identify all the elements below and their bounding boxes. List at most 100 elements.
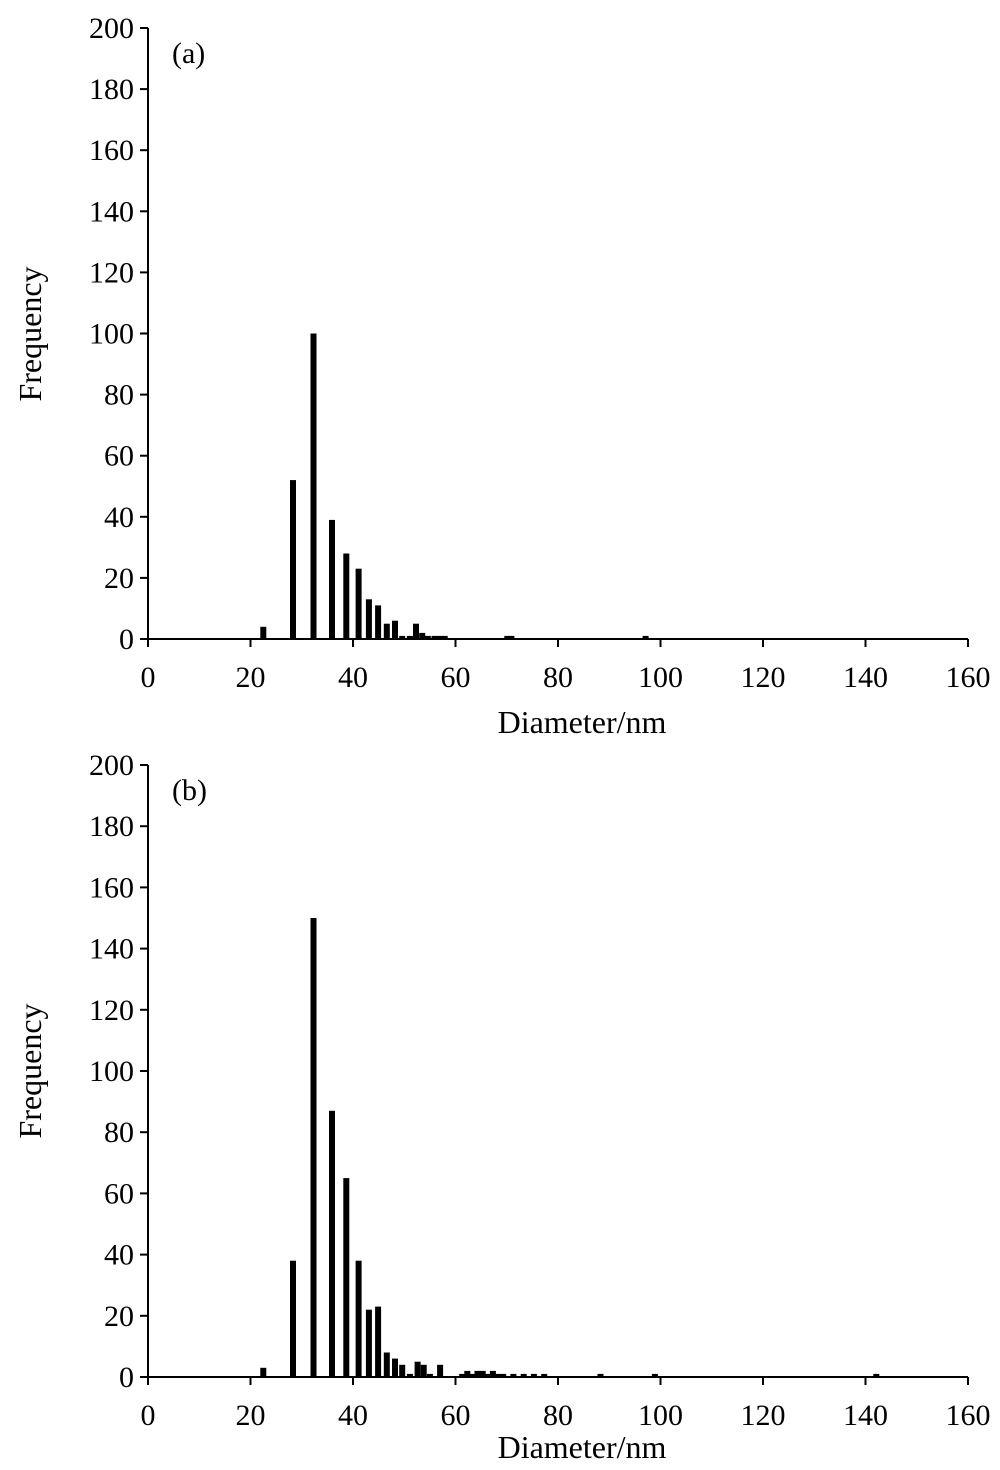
y-tick-label-a: 120 (89, 256, 134, 289)
bar-a (383, 623, 390, 639)
bar-b (489, 1370, 496, 1377)
bar-b (474, 1370, 481, 1377)
bar-b (541, 1373, 548, 1377)
x-tick-label-a: 40 (338, 661, 368, 694)
bar-a (310, 333, 317, 639)
y-tick-label-b: 160 (89, 871, 134, 904)
bar-a (424, 635, 431, 639)
y-tick-label-b: 140 (89, 933, 134, 966)
y-axis-title-a: Frequency (12, 266, 48, 401)
bar-a (329, 519, 335, 639)
bar-a (508, 635, 515, 639)
bar-a (413, 623, 419, 639)
y-tick-label-b: 200 (89, 749, 134, 782)
bar-a (392, 620, 398, 639)
bar-b (375, 1306, 382, 1377)
y-tick-label-a: 200 (89, 12, 134, 45)
bar-b (406, 1373, 413, 1377)
y-tick-label-a: 160 (89, 134, 134, 167)
x-tick-label-a: 160 (946, 661, 991, 694)
bar-b (479, 1370, 486, 1377)
bar-b (399, 1364, 406, 1377)
bar-b (520, 1373, 527, 1377)
x-tick-label-a: 120 (741, 661, 786, 694)
bar-b (420, 1364, 427, 1377)
y-tick-label-a: 0 (119, 623, 134, 656)
x-tick-label-b: 60 (441, 1399, 471, 1432)
y-tick-label-b: 120 (89, 994, 134, 1027)
x-tick-label-b: 120 (741, 1399, 786, 1432)
y-tick-label-a: 140 (89, 195, 134, 228)
y-tick-label-b: 60 (104, 1177, 134, 1210)
y-tick-label-b: 180 (89, 810, 134, 843)
y-tick-label-a: 60 (104, 440, 134, 473)
bar-b (414, 1361, 421, 1377)
bar-b (500, 1373, 507, 1377)
x-tick-label-a: 100 (638, 661, 683, 694)
y-tick-label-a: 40 (104, 501, 134, 534)
x-tick-label-b: 20 (236, 1399, 266, 1432)
bar-a (504, 635, 511, 639)
panel-a: (a) Frequency Diameter/nm 0 20 40 60 80 100 12… (12, 12, 991, 740)
bar-b (651, 1373, 658, 1377)
bar-b (392, 1358, 398, 1377)
bar-b (464, 1370, 471, 1377)
y-tick-label-a: 100 (89, 318, 134, 351)
bar-b (329, 1110, 335, 1377)
x-tick-label-a: 80 (543, 661, 573, 694)
panel-b: (b) Frequency Diameter/nm 0 20 40 60 80 100 12… (12, 749, 991, 1465)
bar-a (642, 635, 649, 639)
bar-b (355, 1260, 362, 1377)
y-tick-label-b: 0 (119, 1361, 134, 1394)
x-tick-label-a: 140 (843, 661, 888, 694)
bar-b (495, 1373, 501, 1377)
bar-b (459, 1373, 466, 1377)
bar-a (343, 553, 350, 639)
y-tick-label-b: 100 (89, 1055, 134, 1088)
bar-b (290, 1260, 296, 1377)
bar-b (469, 1373, 476, 1377)
y-tick-label-b: 80 (104, 1116, 134, 1149)
bar-b (530, 1373, 537, 1377)
x-tick-label-a: 60 (441, 661, 471, 694)
x-tick-label-b: 80 (543, 1399, 573, 1432)
x-axis-title-a: Diameter/nm (498, 704, 667, 740)
bar-b (873, 1373, 880, 1377)
bar-a (399, 635, 406, 639)
bar-b (365, 1309, 372, 1377)
panel-label-a: (a) (172, 37, 205, 70)
bar-a (260, 626, 267, 639)
bar-b (437, 1364, 444, 1377)
bar-b (484, 1373, 491, 1377)
y-tick-label-b: 20 (104, 1300, 134, 1333)
x-tick-label-b: 0 (141, 1399, 156, 1432)
bar-b (343, 1178, 350, 1377)
x-tick-label-b: 100 (638, 1399, 683, 1432)
bar-a (436, 635, 443, 639)
x-tick-label-b: 160 (946, 1399, 991, 1432)
bar-b (510, 1373, 517, 1377)
panel-label-b: (b) (172, 774, 207, 807)
x-tick-label-a: 0 (141, 661, 156, 694)
bar-a (355, 568, 362, 639)
bar-b (260, 1367, 267, 1377)
y-axis-title-b: Frequency (12, 1003, 48, 1138)
bar-a (431, 635, 438, 639)
y-tick-label-a: 80 (104, 379, 134, 412)
bar-a (406, 635, 413, 639)
y-tick-label-a: 20 (104, 562, 134, 595)
bar-b (597, 1373, 604, 1377)
bar-b (383, 1352, 390, 1377)
bar-b (310, 918, 317, 1377)
x-tick-label-a: 20 (236, 661, 266, 694)
x-tick-label-b: 40 (338, 1399, 368, 1432)
y-tick-label-b: 40 (104, 1239, 134, 1272)
x-tick-label-b: 140 (843, 1399, 888, 1432)
x-axis-title-b: Diameter/nm (498, 1429, 667, 1465)
bar-a (441, 635, 448, 639)
bar-b (426, 1373, 433, 1377)
bar-a (375, 605, 382, 639)
bar-a (365, 599, 372, 639)
bar-a (290, 480, 296, 639)
